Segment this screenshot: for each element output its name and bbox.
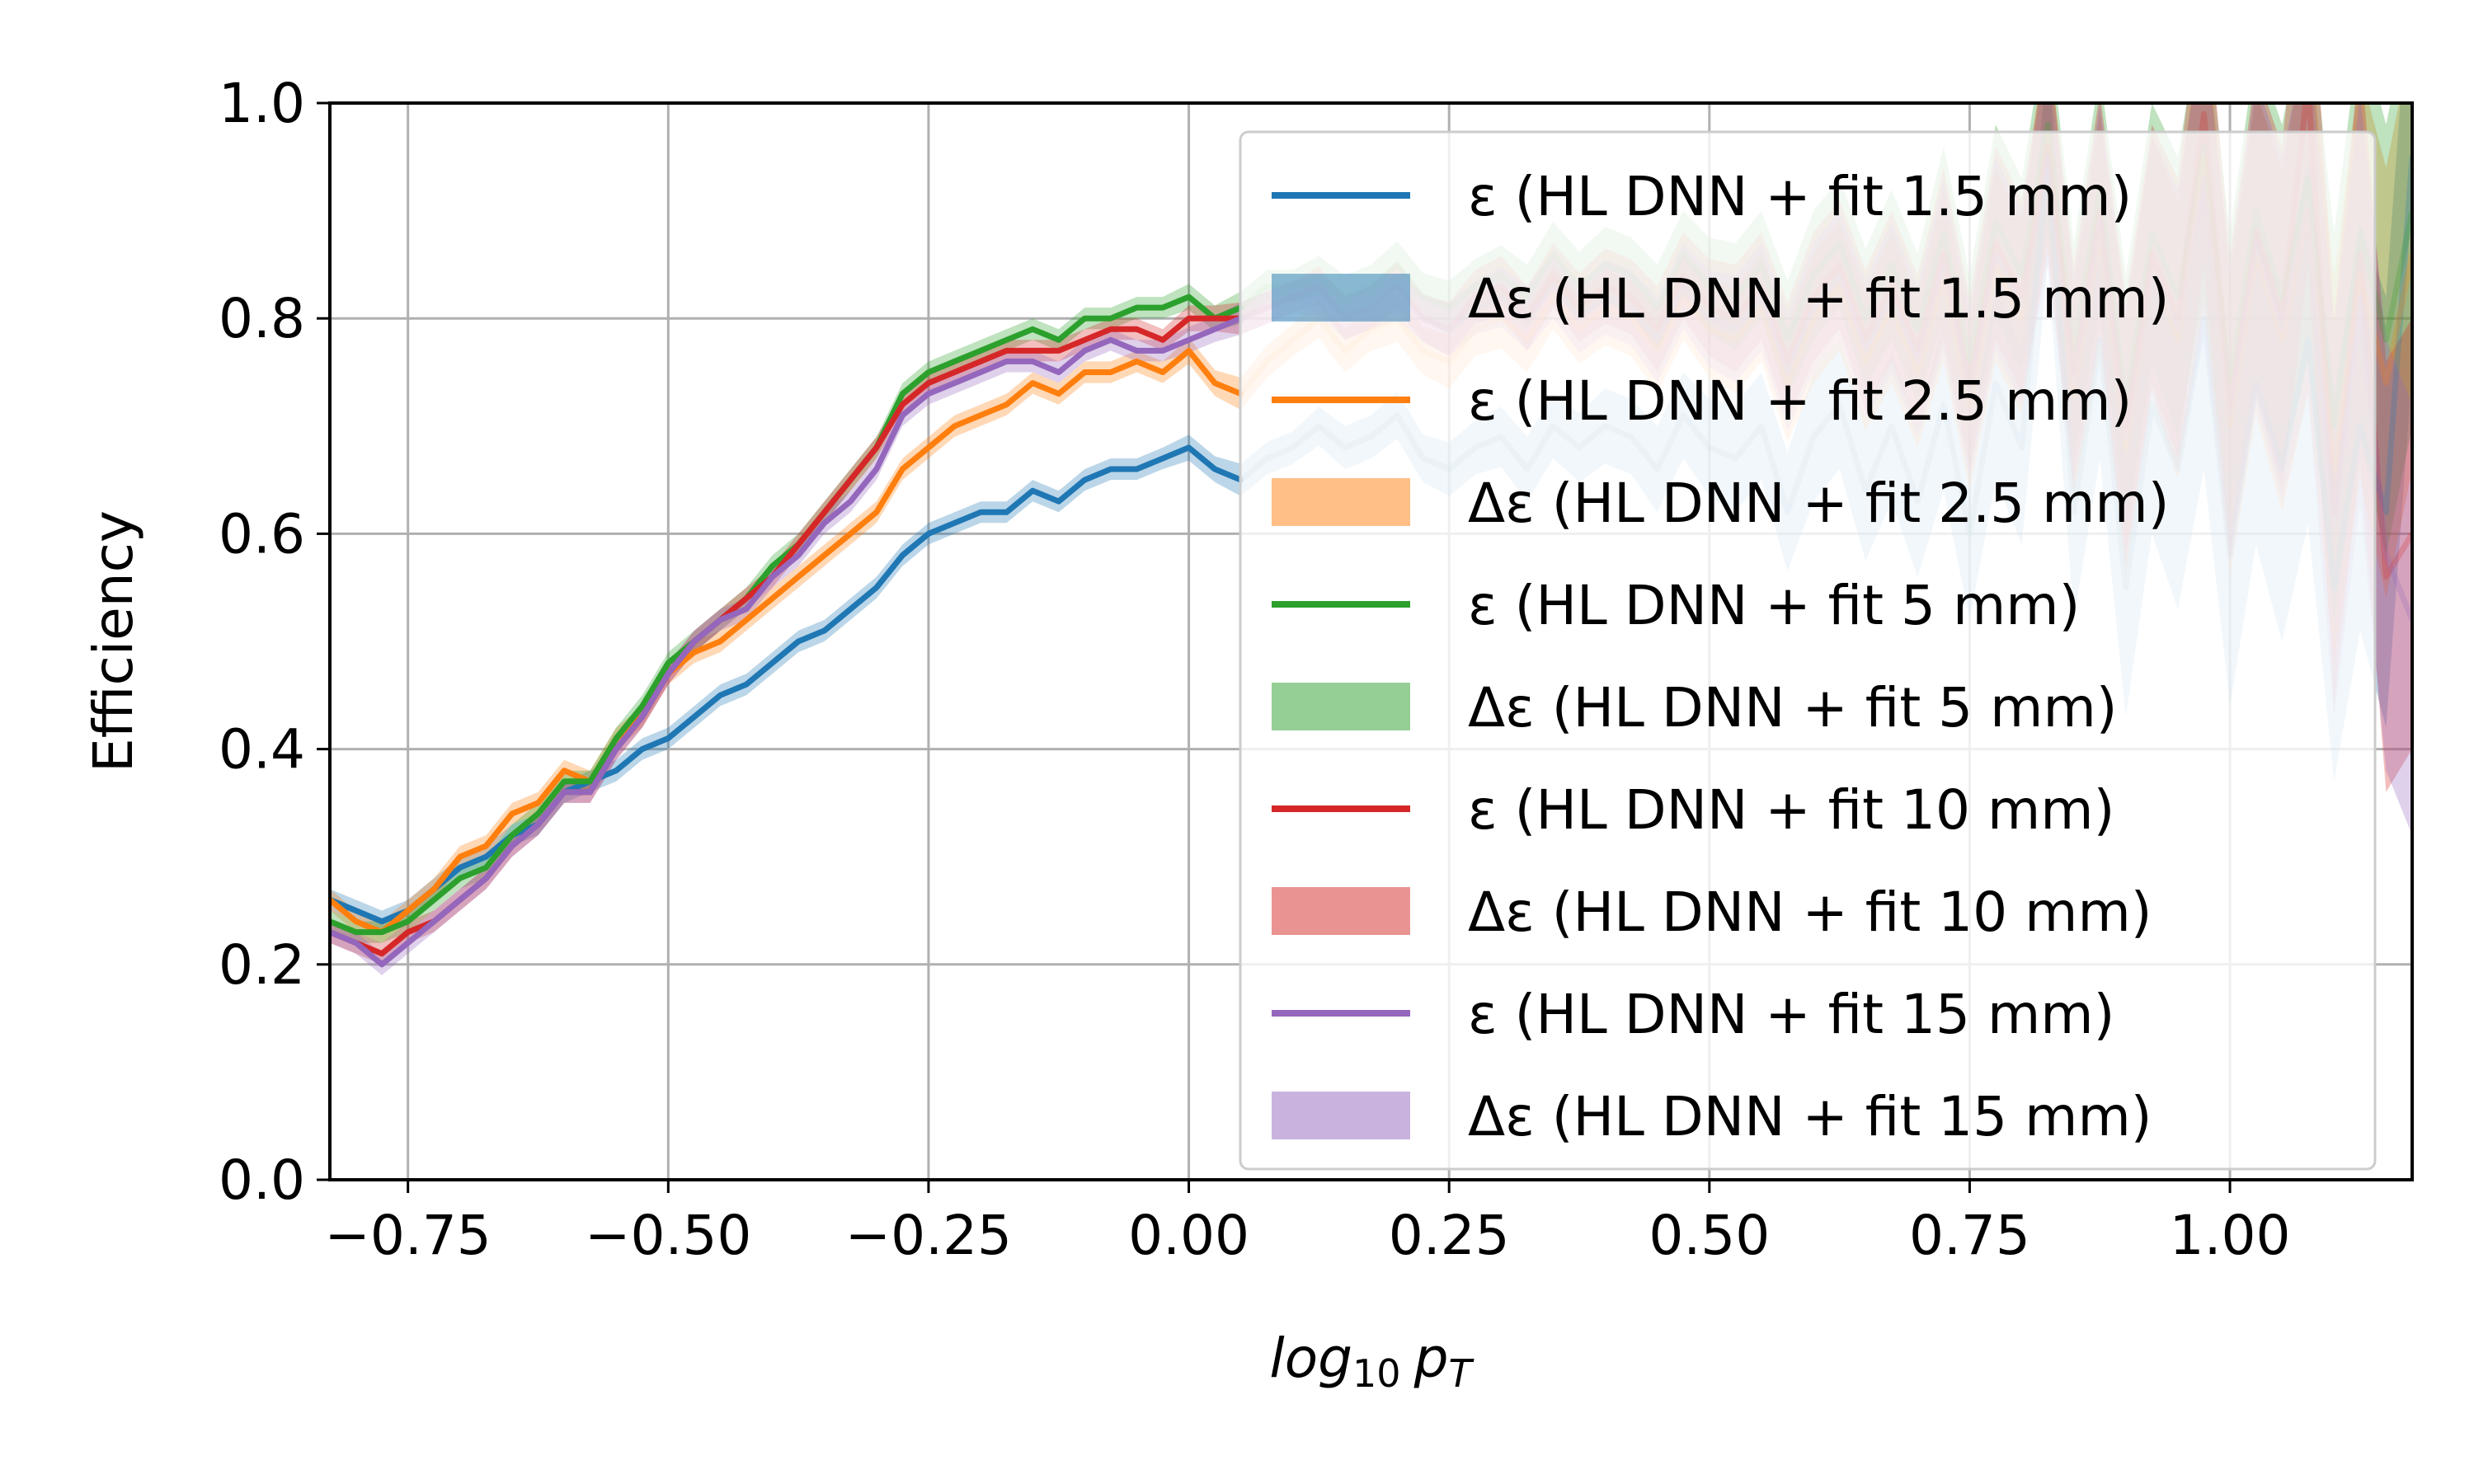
legend-band-handle [1272, 683, 1410, 730]
legend-band-handle [1272, 478, 1410, 526]
x-tick-label: 0.75 [1909, 1204, 2030, 1267]
legend-label: Δε (HL DNN + fit 5 mm) [1468, 676, 2118, 740]
y-tick-label: 0.0 [219, 1148, 305, 1212]
x-tick-label: −0.25 [845, 1204, 1012, 1267]
y-axis-label: Efficiency [82, 510, 145, 773]
legend-label: ε (HL DNN + fit 10 mm) [1468, 778, 2114, 842]
x-axis-label: log10 pT [1269, 1327, 1475, 1396]
y-axis-ticks: 0.0 0.2 0.4 0.6 0.8 1.0 [219, 72, 330, 1212]
x-tick-label: −0.50 [585, 1204, 751, 1267]
efficiency-line-series-1 [330, 444, 1244, 925]
x-axis-ticks: −0.75 −0.50 −0.25 0.00 0.25 0.50 0.75 1.00 [325, 1180, 2291, 1267]
efficiency-line-series-3 [330, 294, 1244, 936]
x-axis-label-p-sub: T [1448, 1351, 1475, 1396]
legend-band-handle [1272, 274, 1410, 322]
legend-label: Δε (HL DNN + fit 1.5 mm) [1468, 267, 2169, 331]
x-tick-label: 0.50 [1649, 1204, 1770, 1267]
legend-label: ε (HL DNN + fit 5 mm) [1468, 574, 2080, 637]
y-tick-label: 0.6 [219, 502, 305, 566]
legend-label: ε (HL DNN + fit 1.5 mm) [1468, 165, 2132, 228]
legend-band-handle [1272, 887, 1410, 935]
y-tick-label: 1.0 [219, 72, 305, 135]
efficiency-line-series-2 [330, 347, 1244, 936]
y-tick-label: 0.2 [219, 933, 305, 997]
legend-label: Δε (HL DNN + fit 10 mm) [1468, 881, 2152, 944]
x-axis-label-log-base: 10 [1352, 1351, 1401, 1396]
legend-band-handle [1272, 1092, 1410, 1139]
efficiency-line-series-5 [330, 315, 1244, 968]
legend: ε (HL DNN + fit 1.5 mm) Δε (HL DNN + fit … [1239, 130, 2377, 1171]
x-tick-label: 0.00 [1128, 1204, 1249, 1267]
x-tick-label: −0.75 [325, 1204, 492, 1267]
legend-label: ε (HL DNN + fit 2.5 mm) [1468, 369, 2132, 433]
y-tick-label: 0.4 [219, 718, 305, 782]
x-tick-label: 0.25 [1389, 1204, 1510, 1267]
x-axis-label-p: p [1413, 1327, 1449, 1390]
legend-label: Δε (HL DNN + fit 2.5 mm) [1468, 472, 2169, 535]
legend-label: ε (HL DNN + fit 15 mm) [1468, 983, 2114, 1046]
plot-frame [328, 101, 2414, 1181]
x-axis-label-log: log [1269, 1327, 1352, 1390]
y-tick-label: 0.8 [219, 287, 305, 350]
legend-box [1239, 130, 2377, 1171]
x-tick-label: 1.00 [2170, 1204, 2291, 1267]
legend-label: Δε (HL DNN + fit 15 mm) [1468, 1085, 2152, 1148]
